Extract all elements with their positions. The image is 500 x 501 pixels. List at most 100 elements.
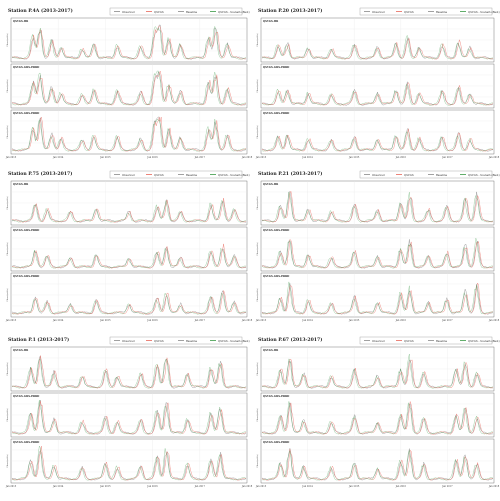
x-tick-label: Jan 2014	[52, 319, 64, 322]
legend-box	[109, 336, 243, 345]
series-line	[11, 358, 247, 389]
series-line	[261, 449, 494, 481]
x-tick-label: Jan 2016	[395, 485, 407, 488]
legend-label: Observed	[372, 339, 385, 343]
y-axis-label: Flow (m3/s)	[6, 454, 9, 467]
y-axis-label: Flow (m3/s)	[6, 362, 9, 375]
x-tick-label: Jan 2013	[5, 156, 17, 159]
series-line	[261, 401, 494, 435]
series-line	[11, 354, 246, 389]
y-axis-label: Flow (m3/s)	[256, 362, 259, 375]
series-line	[11, 200, 247, 223]
series-line	[11, 199, 247, 223]
panel-label: QSVGS-BR	[13, 349, 29, 352]
legend-box	[359, 7, 493, 16]
x-tick-label: Jan 2017	[441, 156, 453, 159]
panel-2: QSVGS-GRS-PRRD Flow (m3/s)	[256, 63, 495, 109]
series-line	[262, 38, 494, 60]
series-line	[11, 70, 247, 106]
station-chart-6: Station P.67 (2013-2017) Observed QSVGS Bas…	[255, 336, 500, 488]
x-tick-label: Jan 2015	[99, 319, 111, 322]
panel-1: QSVGS-BR Flow (m3/s)	[256, 17, 495, 63]
legend-box	[359, 170, 493, 179]
panel-2: QSVGS-GRS-PRRD Flow (m3/s)	[256, 392, 495, 438]
series-line	[11, 292, 247, 315]
y-axis-label: Flow (m3/s)	[256, 454, 259, 467]
x-tick-label: Jan 2014	[301, 319, 313, 322]
panel-label: QSVGS-BR	[263, 183, 279, 186]
panel-label: QSVGS-GRS-PRRD	[13, 229, 40, 232]
panel-3: QSVGS-GRS-PRRD Flow (m3/s)	[6, 272, 248, 318]
y-axis-label: Flow (m3/s)	[256, 33, 259, 46]
y-axis-label: Flow (m3/s)	[6, 79, 9, 92]
series-line	[261, 81, 494, 106]
x-tick-label: Jan 2017	[194, 156, 206, 159]
series-line	[11, 71, 247, 106]
x-tick-label: Jan 2013	[255, 156, 267, 159]
x-tick-label: Jan 2015	[348, 156, 360, 159]
series-line	[12, 243, 247, 269]
panel-label: QSVGS-GRS-PRRD	[13, 112, 40, 115]
x-tick-label: Jan 2017	[194, 319, 206, 322]
legend-label: Baseline	[186, 339, 198, 343]
x-tick-label: Jan 2018	[488, 156, 500, 159]
legend-label: Observed	[122, 173, 135, 177]
y-axis-label: Flow (m3/s)	[6, 408, 9, 421]
legend-label: Baseline	[186, 10, 198, 14]
panel-label: QSVGS-GRS-PRRD	[263, 395, 290, 398]
x-tick-label: Jan 2013	[255, 319, 267, 322]
x-tick-label: Jan 2017	[441, 485, 453, 488]
panel-2: QSVGS-GRS-PRRD Flow (m3/s)	[6, 392, 248, 438]
x-tick-label: Jan 2014	[301, 485, 313, 488]
panel-label: QSVGS-GRS-PRRD	[263, 229, 290, 232]
panel-label: QSVGS-GRS-PRRD	[263, 441, 290, 444]
series-line	[261, 192, 494, 223]
panel-label: QSVGS-GRS-PRRD	[263, 66, 290, 69]
series-line	[261, 359, 494, 389]
y-axis-label: Flow (m3/s)	[6, 125, 9, 138]
y-axis-label: Flow (m3/s)	[6, 242, 9, 255]
panel-label: QSVGS-GRS-PRRD	[263, 112, 290, 115]
panel-label: QSVGS-BR	[263, 20, 279, 23]
x-tick-label: Jan 2016	[395, 156, 407, 159]
panel-label: QSVGS-BR	[13, 183, 29, 186]
legend-label: Baseline	[186, 173, 198, 177]
x-tick-label: Jan 2014	[301, 156, 313, 159]
x-tick-label: Jan 2015	[99, 485, 111, 488]
panel-3: QSVGS-GRS-PRRD Flow (m3/s)	[256, 109, 495, 155]
series-line	[12, 445, 247, 481]
series-line	[261, 239, 494, 269]
series-line	[12, 118, 247, 152]
panel-1: QSVGS-BR Flow (m3/s)	[6, 17, 248, 63]
series-line	[11, 70, 247, 106]
series-line	[261, 401, 494, 435]
x-tick-label: Jan 2017	[441, 319, 453, 322]
station-chart-1: Station P.4A (2013-2017) Observed QSVGS Bas…	[5, 7, 253, 159]
x-tick-label: Jan 2015	[348, 319, 360, 322]
x-tick-label: Jan 2013	[255, 485, 267, 488]
x-tick-label: Jan 2018	[488, 319, 500, 322]
y-axis-label: Flow (m3/s)	[256, 79, 259, 92]
series-line	[261, 450, 494, 481]
x-tick-label: Jan 2018	[241, 156, 253, 159]
y-axis-label: Flow (m3/s)	[6, 288, 9, 301]
station-chart-2: Station P.20 (2013-2017) Observed QSVGS Bas…	[255, 7, 500, 159]
x-tick-label: Jan 2013	[5, 485, 17, 488]
station-chart-4: Station P.21 (2013-2017) Observed QSVGS Bas…	[255, 170, 500, 322]
legend-label: Observed	[122, 10, 135, 14]
legend-label: QSVGS	[404, 10, 414, 14]
legend-label: Baseline	[436, 10, 448, 14]
legend-label: QSVGS	[154, 10, 164, 14]
series-line	[11, 445, 247, 481]
y-axis-label: Flow (m3/s)	[256, 196, 259, 209]
panel-1: QSVGS-BR Flow (m3/s)	[256, 346, 495, 392]
series-line	[261, 238, 494, 269]
legend-label: QSVGS	[404, 339, 414, 343]
x-tick-label: Jan 2017	[194, 485, 206, 488]
panel-2: QSVGS-GRS-PRRD Flow (m3/s)	[256, 226, 495, 272]
y-axis-label: Flow (m3/s)	[256, 125, 259, 138]
legend-label: QSVGS - Scenario(Best)	[468, 173, 500, 177]
legend-box	[109, 7, 243, 16]
